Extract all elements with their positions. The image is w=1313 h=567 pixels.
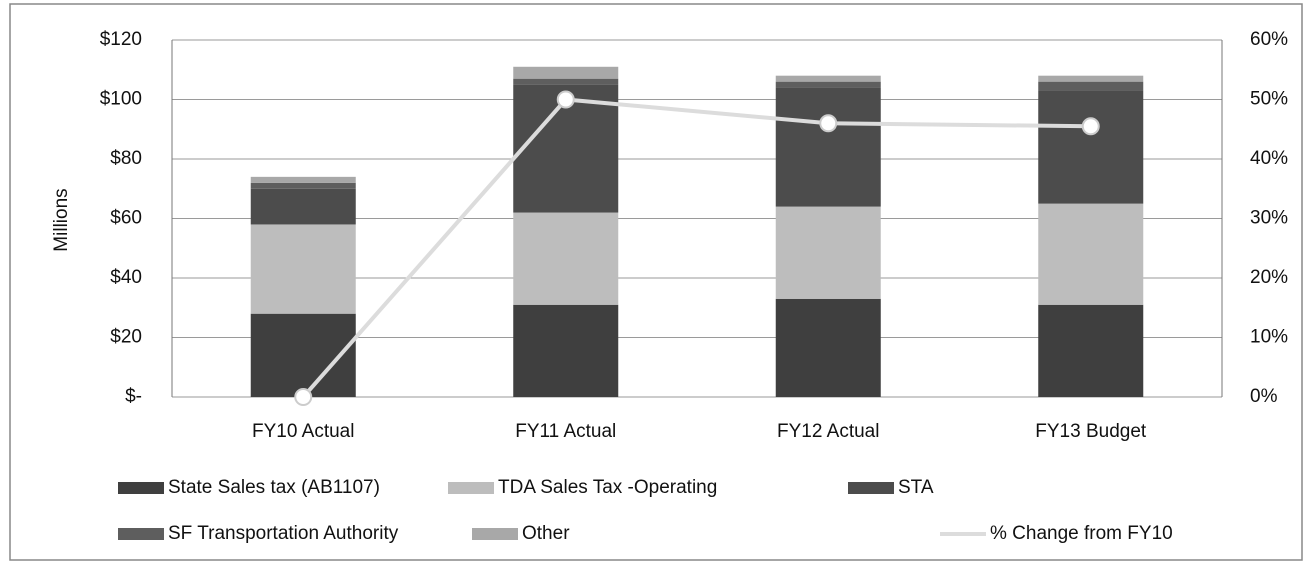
bar-segment [513, 78, 619, 85]
bar-segment [513, 304, 619, 397]
line-marker [294, 388, 313, 406]
bar-segment [250, 176, 356, 183]
bar-segment [513, 212, 619, 305]
bar-segment [250, 182, 356, 189]
y2-tick-label: 20% [1250, 267, 1288, 288]
line-marker [1081, 117, 1100, 136]
legend-label: SF Transportation Authority [168, 523, 399, 544]
bar-segment [1038, 81, 1144, 91]
line-series [301, 97, 1091, 399]
legend-label: Other [522, 523, 570, 544]
bar-segment [250, 224, 356, 314]
bar-segment [250, 188, 356, 225]
bar-segment [513, 66, 619, 79]
legend-swatch [848, 482, 894, 494]
bar-segment [775, 81, 881, 88]
bar-segment [775, 298, 881, 397]
y2-tick-label: 50% [1250, 89, 1288, 110]
legend-swatch [118, 482, 164, 494]
x-tick-label: FY11 Actual [515, 421, 616, 442]
y2-tick-label: 10% [1250, 327, 1288, 348]
legend-swatch [448, 482, 494, 494]
legend-label: % Change from FY10 [990, 523, 1173, 544]
legend-label: STA [898, 477, 934, 498]
y2-tick-label: 40% [1250, 148, 1288, 169]
line-marker [556, 90, 575, 109]
line-marker [819, 114, 838, 133]
y-tick-label: $80 [110, 148, 142, 169]
x-tick-label: FY10 Actual [252, 421, 354, 442]
y-axis-label: Millions [51, 188, 72, 251]
x-tick-label: FY13 Budget [1035, 421, 1147, 442]
y2-tick-label: 30% [1250, 208, 1288, 229]
y-tick-label: $20 [110, 327, 142, 348]
legend-label: State Sales tax (AB1107) [168, 477, 380, 498]
y-tick-label: $40 [110, 267, 142, 288]
bar-segment [1038, 90, 1144, 204]
legend-swatch [118, 528, 164, 540]
bar-segment [775, 75, 881, 82]
chart-border [9, 3, 1303, 561]
y-tick-label: $60 [110, 208, 142, 229]
y2-tick-label: 0% [1250, 386, 1278, 407]
bar-segment [775, 206, 881, 299]
y-tick-label: $100 [100, 89, 142, 110]
bar-segment [775, 87, 881, 207]
y2-tick-label: 60% [1250, 29, 1288, 50]
legend-label: TDA Sales Tax -Operating [498, 477, 717, 498]
y-tick-label: $120 [100, 29, 142, 50]
y-tick-label: $- [125, 386, 142, 407]
bar-segment [1038, 75, 1144, 82]
legend-swatch [472, 528, 518, 540]
x-tick-label: FY12 Actual [777, 421, 879, 442]
bar-segment [1038, 203, 1144, 305]
bar-segment [1038, 304, 1144, 397]
